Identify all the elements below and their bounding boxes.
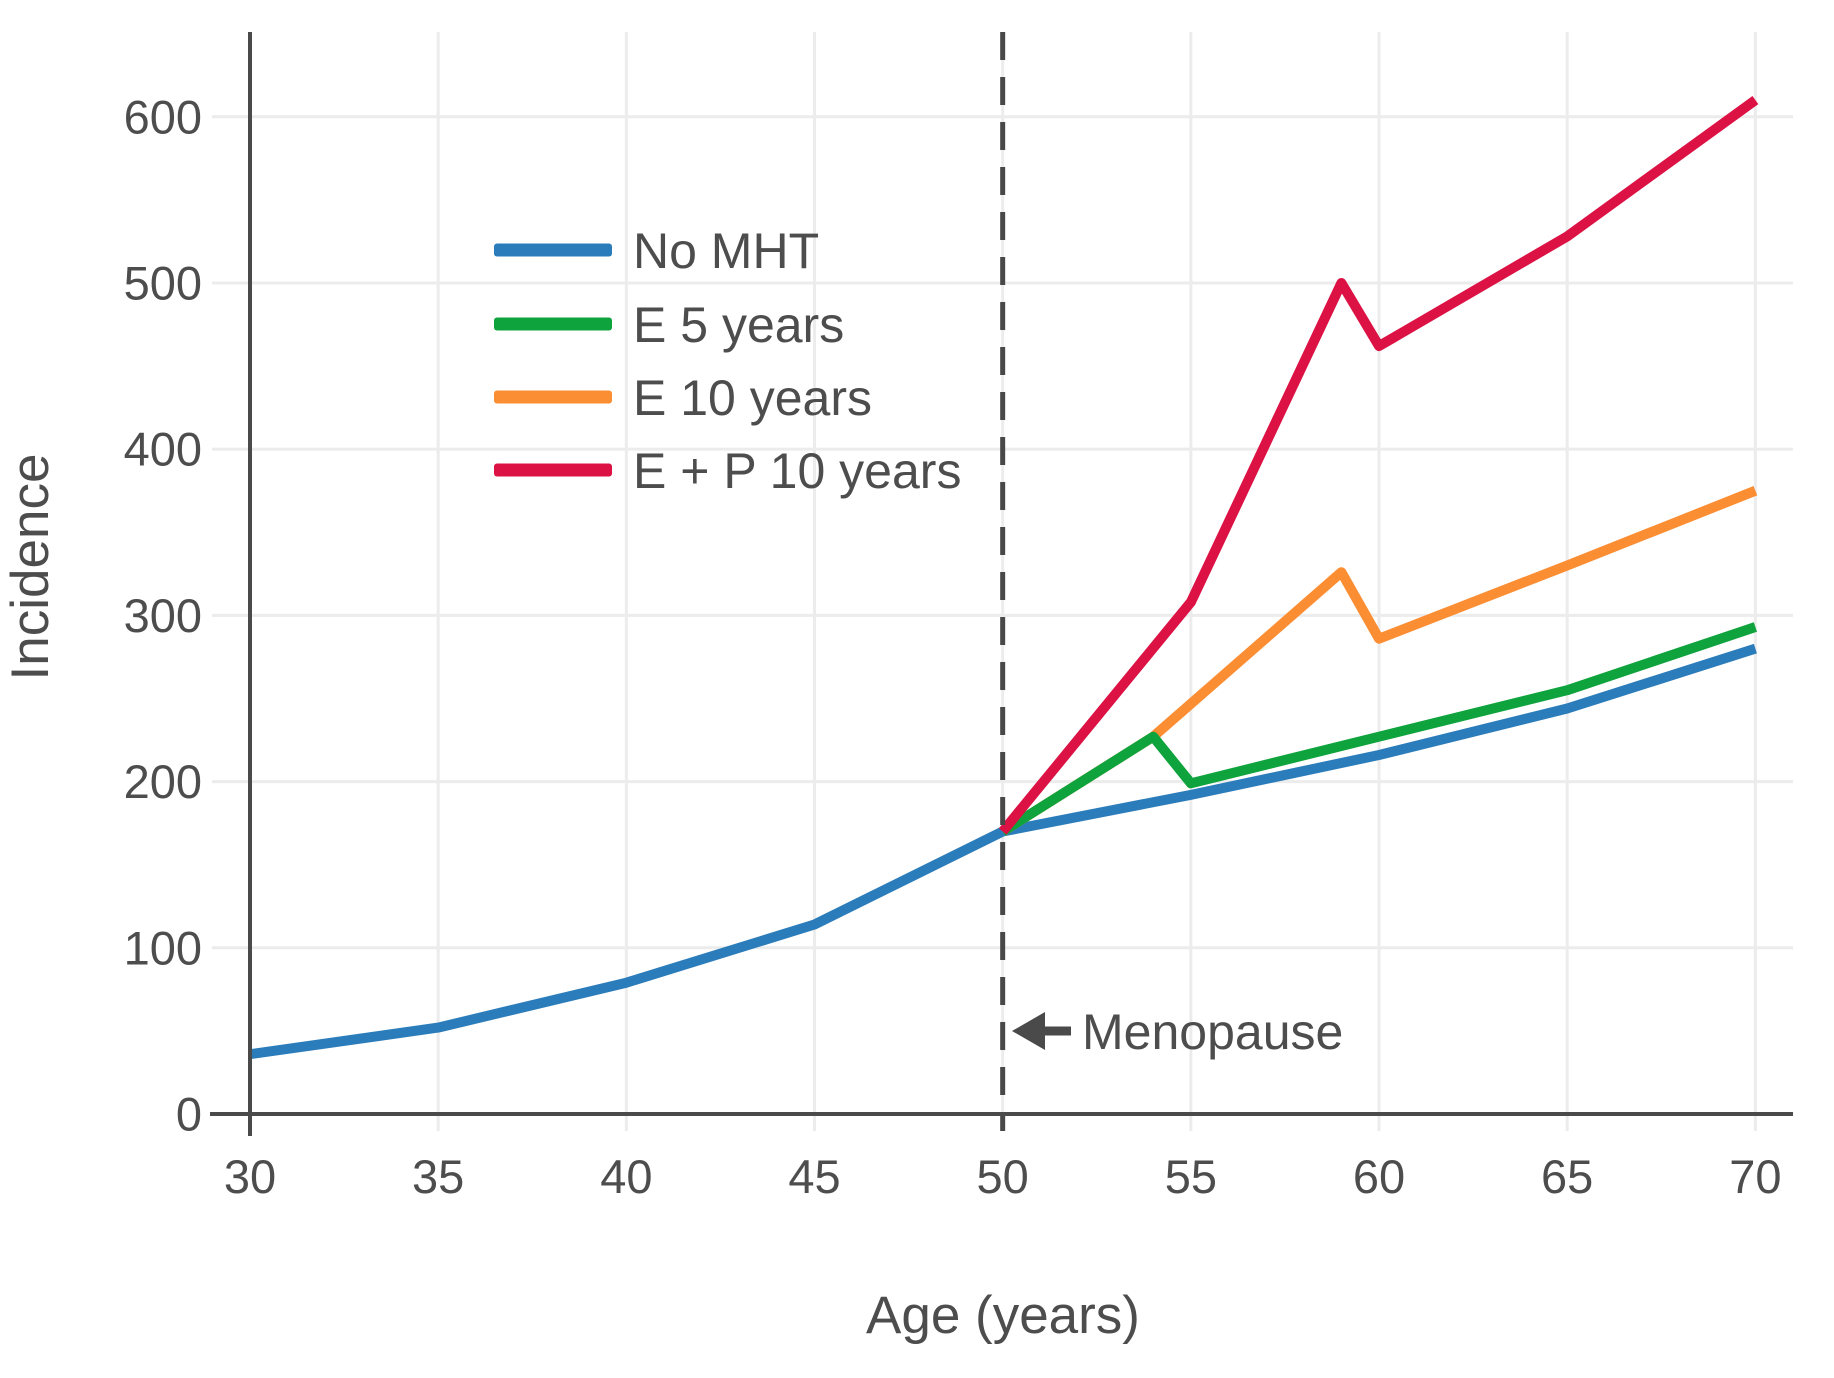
legend-item-no-mht: No MHT: [494, 223, 819, 279]
legend-swatch-e5: [494, 317, 612, 331]
tick-labels: 0 100 200 300 400 500 600 30 35 40 45 50 55 60 65 70: [124, 90, 1782, 1203]
legend-item-e10: E 10 years: [494, 370, 872, 426]
y-axis-title: Incidence: [1, 454, 60, 681]
legend-item-e5: E 5 years: [494, 297, 844, 353]
legend-swatch-ep10: [494, 463, 612, 477]
axes: [210, 32, 1793, 1136]
x-tick-label: 30: [224, 1150, 276, 1203]
x-tick-label: 35: [412, 1150, 464, 1203]
x-tick-label: 45: [788, 1150, 840, 1203]
menopause-annotation-label: Menopause: [1082, 1004, 1343, 1060]
y-tick-label: 600: [124, 90, 202, 143]
series-line-e-p-10-years: [998, 96, 1759, 835]
data-series: [249, 96, 1759, 1060]
x-tick-label: 60: [1353, 1150, 1405, 1203]
x-tick-label: 55: [1165, 1150, 1217, 1203]
menopause-arrow-icon: [1012, 1012, 1045, 1050]
y-tick-label: 100: [124, 921, 202, 974]
legend-label-no-mht: No MHT: [633, 223, 819, 279]
y-tick-label: 300: [124, 589, 202, 642]
series-line-e-5-years: [1000, 622, 1757, 836]
y-tick-label: 400: [124, 423, 202, 476]
menopause-annotation: Menopause: [1012, 1004, 1343, 1060]
y-tick-label: 0: [176, 1088, 202, 1141]
legend-label-e5: E 5 years: [633, 297, 844, 353]
x-tick-label: 40: [600, 1150, 652, 1203]
y-tick-label: 500: [124, 256, 202, 309]
legend-swatch-e10: [494, 390, 612, 404]
x-tick-label: 65: [1541, 1150, 1593, 1203]
legend-item-ep10: E + P 10 years: [494, 443, 961, 499]
y-tick-label: 200: [124, 755, 202, 808]
legend-label-e10: E 10 years: [633, 370, 872, 426]
x-axis-title: Age (years): [866, 1286, 1140, 1345]
legend: No MHT E 5 years E 10 years E + P 10 yea…: [494, 223, 961, 499]
x-tick-label: 70: [1729, 1150, 1781, 1203]
x-tick-label: 50: [977, 1150, 1029, 1203]
legend-label-ep10: E + P 10 years: [633, 443, 961, 499]
legend-swatch-no-mht: [494, 243, 612, 257]
